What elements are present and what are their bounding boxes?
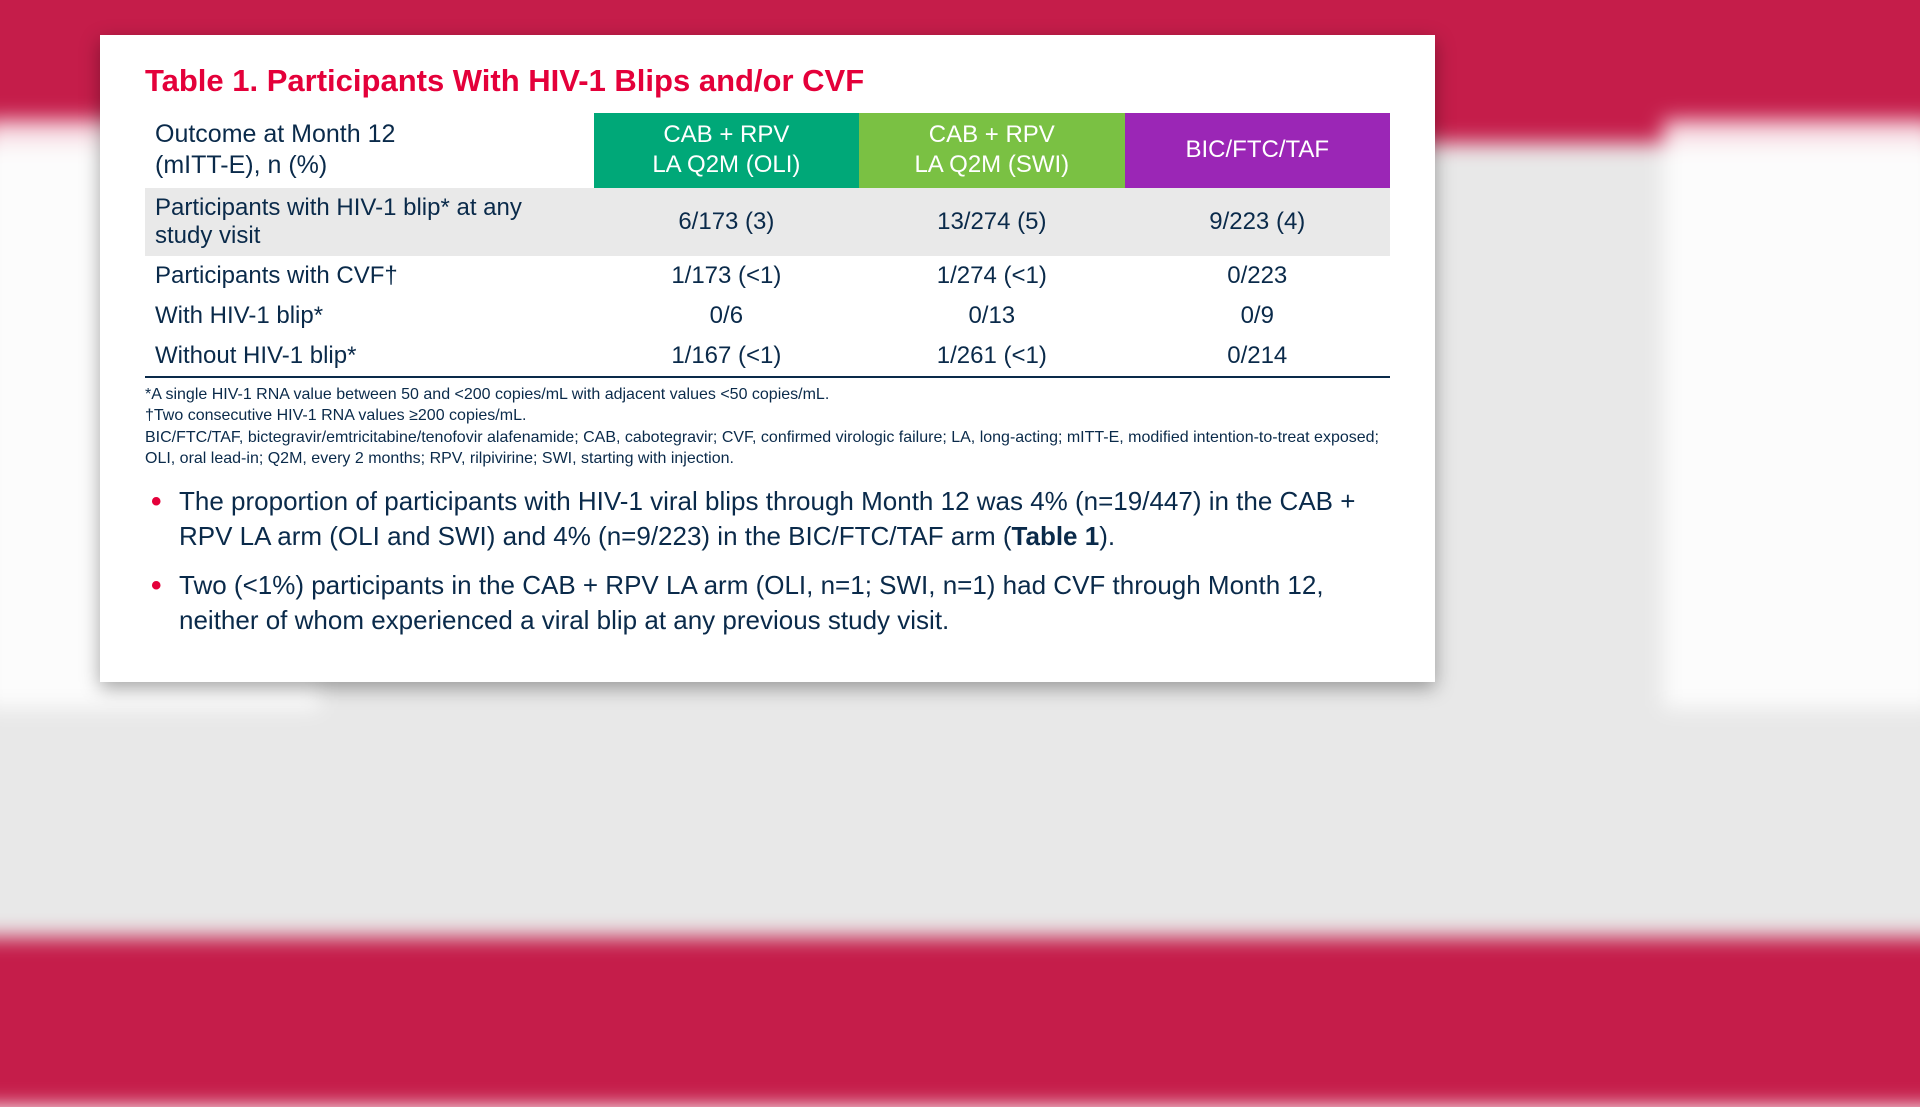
cell: 0/214 xyxy=(1125,336,1390,377)
footnotes: *A single HIV-1 RNA value between 50 and… xyxy=(145,384,1390,470)
cell: 0/223 xyxy=(1125,256,1390,296)
cell: 1/173 (<1) xyxy=(594,256,859,296)
cell: 13/274 (5) xyxy=(859,188,1124,256)
row-label: With HIV-1 blip* xyxy=(145,296,594,336)
footnote-3: BIC/FTC/TAF, bictegravir/emtricitabine/t… xyxy=(145,427,1390,470)
cell: 1/274 (<1) xyxy=(859,256,1124,296)
table-row: Participants with CVF† 1/173 (<1) 1/274 … xyxy=(145,256,1390,296)
cell: 6/173 (3) xyxy=(594,188,859,256)
row-label: Participants with HIV-1 blip* at any stu… xyxy=(145,188,594,256)
outcome-header-line1: Outcome at Month 12 xyxy=(155,120,395,148)
cell: 0/13 xyxy=(859,296,1124,336)
table-row: Participants with HIV-1 blip* at any stu… xyxy=(145,188,1390,256)
row-label: Participants with CVF† xyxy=(145,256,594,296)
outcome-header-line2: (mITT-E), n (%) xyxy=(155,151,327,179)
bullet-2: Two (<1%) participants in the CAB + RPV … xyxy=(179,568,1390,638)
slide-card: Table 1. Participants With HIV-1 Blips a… xyxy=(100,35,1435,682)
arm-header-2: BIC/FTC/TAF xyxy=(1125,113,1390,188)
bullet-1: The proportion of participants with HIV-… xyxy=(179,484,1390,554)
table-title: Table 1. Participants With HIV-1 Blips a… xyxy=(145,63,1390,99)
cell: 0/9 xyxy=(1125,296,1390,336)
footnote-1: *A single HIV-1 RNA value between 50 and… xyxy=(145,384,1390,406)
cell: 1/261 (<1) xyxy=(859,336,1124,377)
row-label: Without HIV-1 blip* xyxy=(145,336,594,377)
arm-header-1: CAB + RPV LA Q2M (SWI) xyxy=(859,113,1124,188)
cell: 0/6 xyxy=(594,296,859,336)
outcome-header: Outcome at Month 12 (mITT-E), n (%) xyxy=(145,113,594,188)
footnote-2: †Two consecutive HIV-1 RNA values ≥200 c… xyxy=(145,405,1390,427)
cell: 1/167 (<1) xyxy=(594,336,859,377)
table-body: Participants with HIV-1 blip* at any stu… xyxy=(145,188,1390,377)
data-table: Outcome at Month 12 (mITT-E), n (%) CAB … xyxy=(145,113,1390,378)
table-row: Without HIV-1 blip* 1/167 (<1) 1/261 (<1… xyxy=(145,336,1390,377)
arm-header-0: CAB + RPV LA Q2M (OLI) xyxy=(594,113,859,188)
cell: 9/223 (4) xyxy=(1125,188,1390,256)
bullet-list: The proportion of participants with HIV-… xyxy=(145,484,1390,638)
table-row: With HIV-1 blip* 0/6 0/13 0/9 xyxy=(145,296,1390,336)
